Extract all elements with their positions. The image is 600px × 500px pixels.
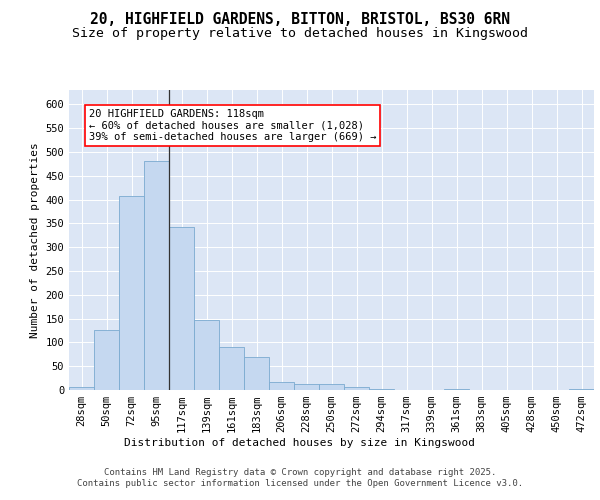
Bar [444,388,469,390]
Bar [269,382,294,390]
Bar [569,388,594,390]
Bar [119,196,144,390]
Bar [169,227,194,390]
Bar [344,386,369,390]
Y-axis label: Number of detached properties: Number of detached properties [30,142,40,338]
Bar [219,347,244,390]
Text: Size of property relative to detached houses in Kingswood: Size of property relative to detached ho… [72,28,528,40]
Text: 20 HIGHFIELD GARDENS: 118sqm
← 60% of detached houses are smaller (1,028)
39% of: 20 HIGHFIELD GARDENS: 118sqm ← 60% of de… [89,109,377,142]
Bar [294,384,319,390]
Bar [319,384,344,390]
Bar [144,162,169,390]
Text: Distribution of detached houses by size in Kingswood: Distribution of detached houses by size … [125,438,476,448]
Bar [369,388,394,390]
Text: Contains HM Land Registry data © Crown copyright and database right 2025.
Contai: Contains HM Land Registry data © Crown c… [77,468,523,487]
Bar [194,320,219,390]
Bar [94,330,119,390]
Text: 20, HIGHFIELD GARDENS, BITTON, BRISTOL, BS30 6RN: 20, HIGHFIELD GARDENS, BITTON, BRISTOL, … [90,12,510,28]
Bar [69,386,94,390]
Bar [244,356,269,390]
